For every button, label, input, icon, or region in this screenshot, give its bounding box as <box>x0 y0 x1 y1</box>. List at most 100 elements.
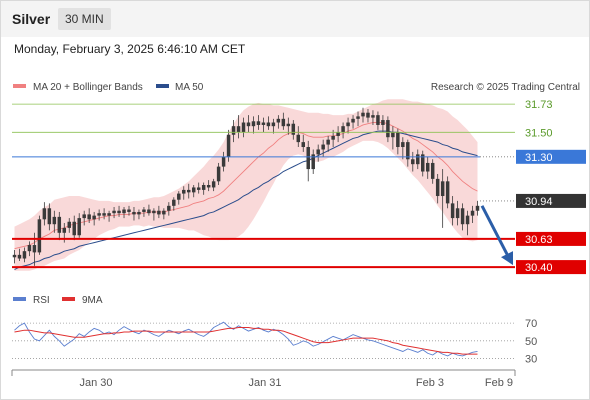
candle <box>475 200 480 216</box>
candle-body <box>117 210 121 214</box>
current-tag <box>516 193 586 208</box>
candle-body <box>261 122 266 125</box>
candle-body <box>381 120 385 125</box>
forecast-arrowhead <box>501 251 513 266</box>
candle-body <box>17 254 22 259</box>
price-legend: MA 20 + Bollinger Bands MA 50 Research ©… <box>13 82 580 93</box>
candle-body <box>22 251 27 259</box>
candle-body <box>291 123 296 135</box>
candle <box>196 182 201 194</box>
candle <box>450 196 455 226</box>
candle <box>316 144 320 162</box>
candle <box>42 202 47 226</box>
timeframe-badge[interactable]: 30 MIN <box>58 8 111 30</box>
candle-body <box>152 210 156 214</box>
timestamp: Monday, February 3, 2025 6:46:10 AM CET <box>14 42 246 56</box>
time-tick-label: Jan 31 <box>248 377 281 389</box>
candle <box>172 197 176 211</box>
candle <box>92 211 96 226</box>
candle <box>157 205 161 219</box>
candle <box>52 210 57 233</box>
candle-body <box>172 199 176 206</box>
candle-body <box>346 122 350 127</box>
candle-body <box>361 112 365 117</box>
candle-body <box>147 209 151 214</box>
candle-body <box>470 210 475 216</box>
candle-body <box>311 154 315 170</box>
candle-body <box>97 213 101 216</box>
candle-body <box>425 162 430 172</box>
candle <box>152 208 156 221</box>
candle <box>381 115 385 133</box>
candle-body <box>162 210 166 215</box>
candle-body <box>271 122 276 127</box>
candle <box>132 207 136 221</box>
candle <box>206 180 211 192</box>
candle <box>82 210 86 226</box>
candle-body <box>182 189 186 194</box>
candle-body <box>445 181 450 204</box>
candle <box>77 213 81 238</box>
candle-body <box>266 122 271 127</box>
ma20-line <box>14 122 478 250</box>
candle <box>371 110 375 125</box>
candle-body <box>107 213 111 216</box>
candle <box>216 162 221 185</box>
candle-body <box>102 213 106 216</box>
candle-body <box>226 134 231 157</box>
candle <box>460 203 465 231</box>
candle <box>167 202 171 216</box>
support-label: 30.63 <box>525 234 553 246</box>
candle <box>465 210 470 236</box>
candle <box>366 109 370 123</box>
rsi-line <box>14 321 478 357</box>
candle <box>127 205 131 216</box>
candle-body <box>246 122 251 127</box>
candle-body <box>196 187 201 190</box>
candle <box>67 218 71 233</box>
candle <box>351 115 355 129</box>
candle <box>470 205 475 223</box>
candle <box>421 150 425 177</box>
candle <box>27 241 32 257</box>
candle <box>445 176 450 209</box>
candle-body <box>27 245 32 252</box>
candle-body <box>137 211 141 215</box>
candle-body <box>62 227 67 233</box>
candle-body <box>132 211 136 215</box>
rsi-tick-label: 30 <box>525 354 537 366</box>
candle <box>296 126 301 148</box>
candle-body <box>167 205 171 211</box>
candle <box>266 116 271 130</box>
candle <box>276 115 281 129</box>
candle-body <box>416 154 420 165</box>
candle-body <box>177 193 181 200</box>
candle <box>72 215 76 241</box>
rsi-legend: RSI 9MA <box>13 295 103 306</box>
candle <box>346 117 350 134</box>
candle <box>177 191 181 205</box>
candle-body <box>286 123 291 127</box>
candle-body <box>411 159 415 165</box>
candle <box>241 117 246 138</box>
candle <box>311 149 315 174</box>
candle <box>182 186 186 200</box>
candle-body <box>77 218 81 236</box>
candle <box>162 208 166 220</box>
rsi-ma-legend-swatch <box>62 297 75 301</box>
candle <box>356 111 360 127</box>
candle-body <box>440 181 445 197</box>
rsi-tick-label: 50 <box>525 336 537 348</box>
candle <box>107 210 111 222</box>
candle <box>17 248 22 261</box>
rsi-plot-area: 70 50 30 <box>12 318 537 366</box>
candle-body <box>396 132 400 148</box>
price-plot-area <box>12 99 480 271</box>
candle-body <box>331 135 335 140</box>
support-tag <box>516 260 586 275</box>
resistance-label: 31.50 <box>525 127 553 139</box>
candle-body <box>366 112 370 118</box>
candle-body <box>341 126 345 133</box>
